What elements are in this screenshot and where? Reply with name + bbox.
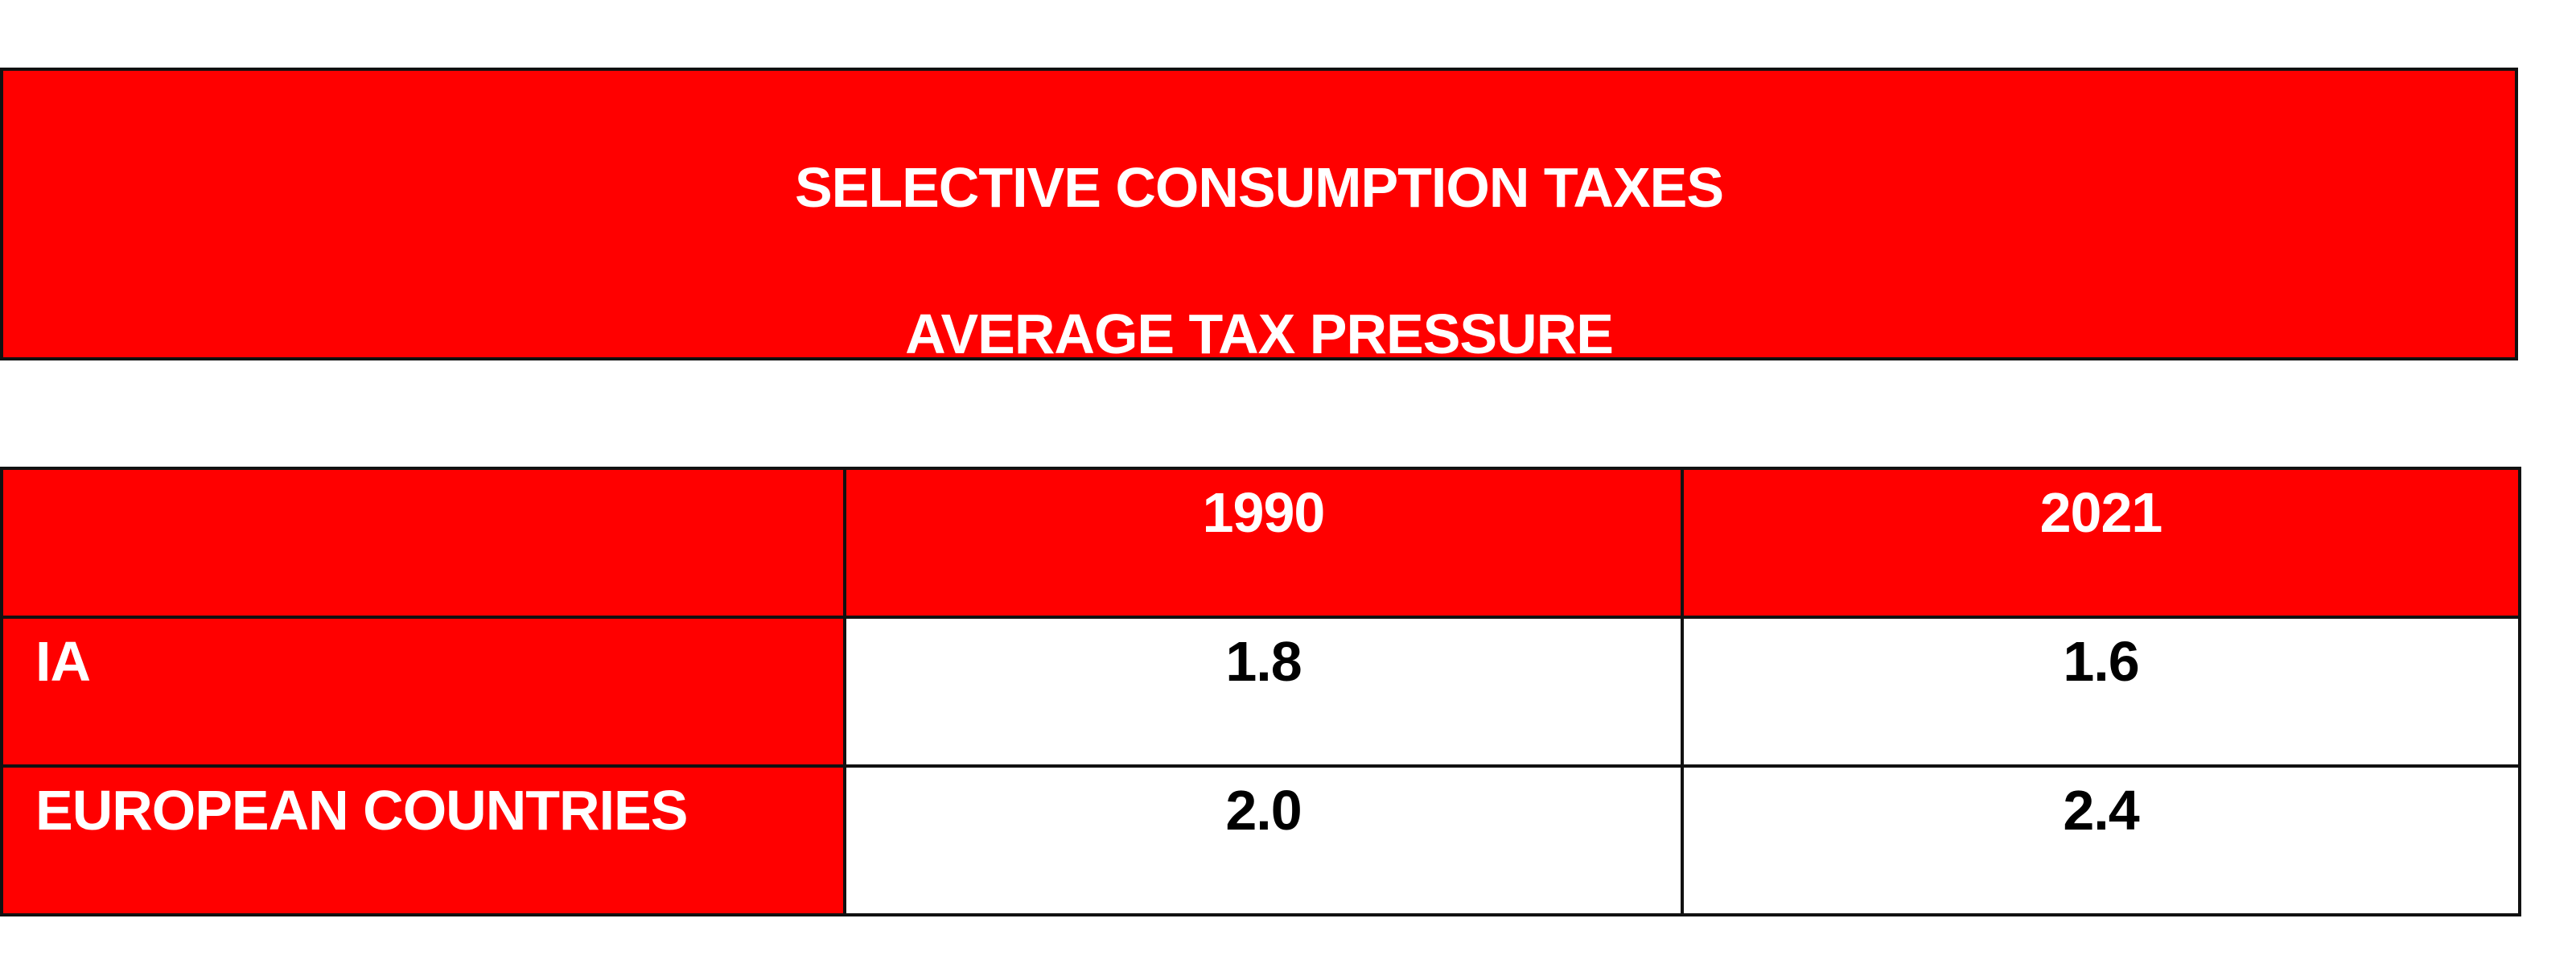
cell-european-countries-2021: 2.4 (1681, 764, 2521, 916)
page-subtitle: AVERAGE TAX PRESSURE (905, 303, 1614, 365)
table-header-row: 1990 2021 (0, 467, 2521, 619)
row-label-european-countries: EUROPEAN COUNTRIES (0, 764, 846, 916)
header-cell-1990: 1990 (843, 467, 1684, 619)
cell-ia-2021: 1.6 (1681, 616, 2521, 768)
title-banner: SELECTIVE CONSUMPTION TAXES AVERAGE TAX … (0, 68, 2518, 365)
page-title: SELECTIVE CONSUMPTION TAXES (794, 156, 1724, 219)
table-row: IA 1.8 1.6 (0, 616, 2521, 768)
row-label-ia: IA (0, 616, 846, 768)
header-cell-empty (0, 467, 846, 619)
cell-ia-1990: 1.8 (843, 616, 1684, 768)
header-cell-2021: 2021 (1681, 467, 2521, 619)
cell-european-countries-1990: 2.0 (843, 764, 1684, 916)
tax-pressure-table: 1990 2021 IA 1.8 1.6 EUROPEAN COUNTRIES … (0, 467, 2521, 916)
table-row: EUROPEAN COUNTRIES 2.0 2.4 (0, 764, 2521, 916)
